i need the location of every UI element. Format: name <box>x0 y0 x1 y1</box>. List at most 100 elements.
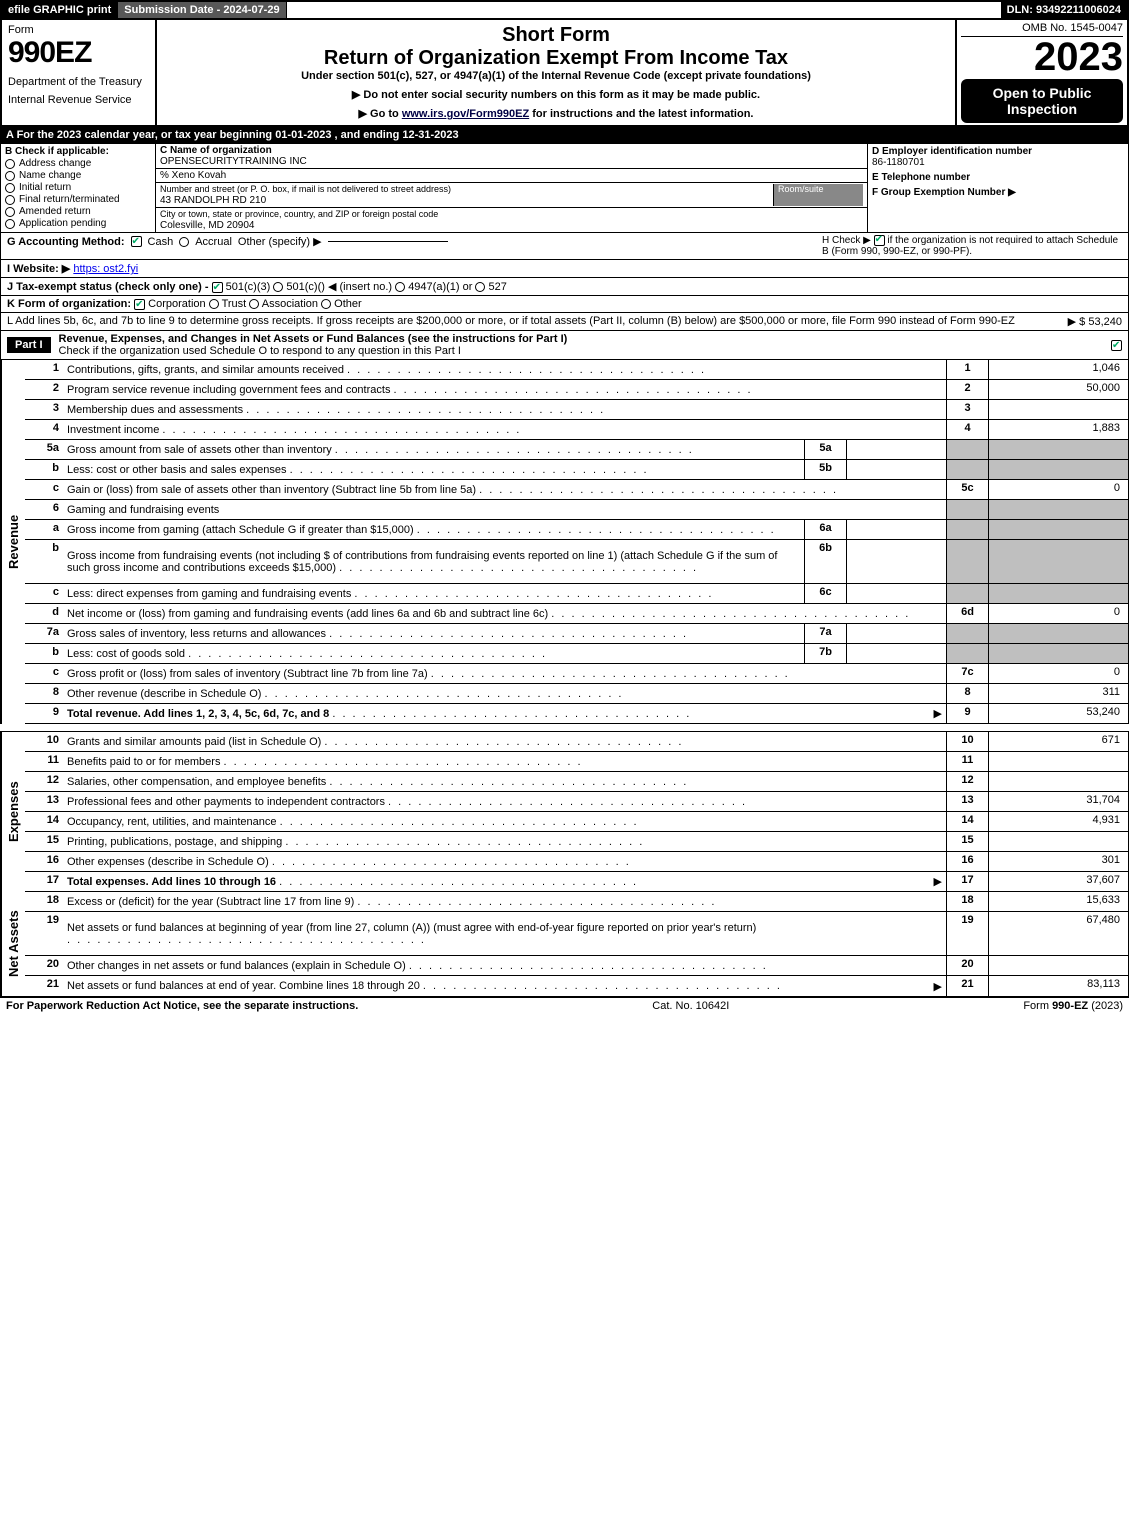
line-desc: Gross income from fundraising events (no… <box>63 540 804 583</box>
line-desc: Other changes in net assets or fund bala… <box>63 956 946 975</box>
checkbox-icon[interactable] <box>5 183 15 193</box>
line-valcol: 1,046 <box>988 360 1128 379</box>
line-2: 2Program service revenue including gover… <box>25 380 1128 400</box>
k-opt-0-check[interactable] <box>134 299 145 310</box>
goto-post: for instructions and the latest informat… <box>529 108 753 120</box>
k-opt-2-check[interactable] <box>249 299 259 309</box>
group-row: F Group Exemption Number ▶ <box>872 187 1124 198</box>
line-desc: Other expenses (describe in Schedule O) <box>63 852 946 871</box>
c-name-row: C Name of organization OPENSECURITYTRAIN… <box>156 144 867 169</box>
line-numcol: 8 <box>946 684 988 703</box>
c-careof-row: % Xeno Kovah <box>156 169 867 183</box>
line-c: cGross profit or (loss) from sales of in… <box>25 664 1128 684</box>
checkbox-label: Amended return <box>19 206 91 217</box>
c-street-row: Number and street (or P. O. box, if mail… <box>156 183 867 208</box>
line-number: 10 <box>25 732 63 751</box>
line-desc: Benefits paid to or for members <box>63 752 946 771</box>
k-opt-2: Association <box>262 298 318 310</box>
ein-label: D Employer identification number <box>872 146 1032 157</box>
part1-header-row: Part I Revenue, Expenses, and Changes in… <box>0 331 1129 360</box>
line-14: 14Occupancy, rent, utilities, and mainte… <box>25 812 1128 832</box>
line-valcol: 311 <box>988 684 1128 703</box>
short-form-title: Short Form <box>165 24 947 47</box>
line-15: 15Printing, publications, postage, and s… <box>25 832 1128 852</box>
irs-link[interactable]: www.irs.gov/Form990EZ <box>402 108 529 120</box>
line-number: 16 <box>25 852 63 871</box>
line-numcol <box>946 520 988 539</box>
line-desc: Occupancy, rent, utilities, and maintena… <box>63 812 946 831</box>
line-6: 6Gaming and fundraising events <box>25 500 1128 520</box>
line-number: 7a <box>25 624 63 643</box>
line-20: 20Other changes in net assets or fund ba… <box>25 956 1128 976</box>
group-label: F Group Exemption Number ▶ <box>872 187 1016 198</box>
line-valcol: 0 <box>988 480 1128 499</box>
line-desc: Gross income from gaming (attach Schedul… <box>63 520 804 539</box>
sub-label: 5a <box>804 440 846 459</box>
j-501c3-check[interactable] <box>212 282 223 293</box>
line-valcol: 301 <box>988 852 1128 871</box>
row-j: J Tax-exempt status (check only one) - 5… <box>0 278 1129 296</box>
submission-date-text: Submission Date - 2024-07-29 <box>124 4 279 16</box>
efile-label[interactable]: efile GRAPHIC print <box>2 2 118 18</box>
g-cash-check[interactable] <box>131 236 142 247</box>
col-c: C Name of organization OPENSECURITYTRAIN… <box>156 144 868 232</box>
line-numcol: 19 <box>946 912 988 955</box>
revenue-section: Revenue 1Contributions, gifts, grants, a… <box>0 360 1129 724</box>
g-other-blank[interactable] <box>328 241 448 242</box>
expenses-side-label: Expenses <box>1 732 25 892</box>
line-number: 20 <box>25 956 63 975</box>
topbar-spacer <box>287 2 1001 18</box>
j-527-radio[interactable] <box>475 282 485 292</box>
row-a: A For the 2023 calendar year, or tax yea… <box>0 127 1129 143</box>
k-opt-3-check[interactable] <box>321 299 331 309</box>
checkbox-initial-return: Initial return <box>5 182 151 193</box>
line-desc: Less: cost of goods sold <box>63 644 804 663</box>
checkbox-icon[interactable] <box>5 171 15 181</box>
checkbox-icon[interactable] <box>5 159 15 169</box>
line-desc: Gross profit or (loss) from sales of inv… <box>63 664 946 683</box>
open-to-public: Open to Public Inspection <box>961 79 1123 123</box>
line-numcol: 17 <box>946 872 988 891</box>
footer-right: Form 990-EZ (2023) <box>1023 1000 1123 1012</box>
city-value: Colesville, MD 20904 <box>160 220 255 231</box>
j-opt2-pre: 501(c)( <box>286 281 321 293</box>
line-desc: Contributions, gifts, grants, and simila… <box>63 360 946 379</box>
g-accrual-radio[interactable] <box>179 237 189 247</box>
col-b: B Check if applicable: Address changeNam… <box>1 144 156 232</box>
line-valcol <box>988 500 1128 519</box>
line-number: b <box>25 644 63 663</box>
h-checkbox[interactable] <box>874 235 885 246</box>
line-3: 3Membership dues and assessments 3 <box>25 400 1128 420</box>
checkbox-icon[interactable] <box>5 219 15 229</box>
org-name: OPENSECURITYTRAINING INC <box>160 156 307 167</box>
line-numcol: 9 <box>946 704 988 723</box>
street-value: 43 RANDOLPH RD 210 <box>160 195 266 206</box>
line-numcol: 10 <box>946 732 988 751</box>
line-numcol: 4 <box>946 420 988 439</box>
checkbox-final-return-terminated: Final return/terminated <box>5 194 151 205</box>
line-9: 9Total revenue. Add lines 1, 2, 3, 4, 5c… <box>25 704 1128 724</box>
checkbox-icon[interactable] <box>5 207 15 217</box>
sub-label: 7a <box>804 624 846 643</box>
j-4947-radio[interactable] <box>395 282 405 292</box>
k-opt-3: Other <box>334 298 362 310</box>
line-desc: Investment income <box>63 420 946 439</box>
line-valcol: 67,480 <box>988 912 1128 955</box>
website-link[interactable]: https: ost2.fyi <box>73 263 138 275</box>
line-numcol: 12 <box>946 772 988 791</box>
line-desc: Other revenue (describe in Schedule O) <box>63 684 946 703</box>
street-label: Number and street (or P. O. box, if mail… <box>160 184 451 194</box>
part1-label: Part I <box>7 337 51 353</box>
line-number: 12 <box>25 772 63 791</box>
line-c: cLess: direct expenses from gaming and f… <box>25 584 1128 604</box>
checkbox-icon[interactable] <box>5 195 15 205</box>
k-opt-1-check[interactable] <box>209 299 219 309</box>
line-valcol <box>988 752 1128 771</box>
sub-value <box>846 440 946 459</box>
line-desc: Grants and similar amounts paid (list in… <box>63 732 946 751</box>
j-501c-radio[interactable] <box>273 282 283 292</box>
part1-schedule-o-check[interactable] <box>1111 340 1122 351</box>
submission-date-label: Submission Date - 2024-07-29 <box>118 2 286 18</box>
l-amount: ▶ $ 53,240 <box>1060 315 1122 328</box>
checkbox-label: Application pending <box>19 218 106 229</box>
